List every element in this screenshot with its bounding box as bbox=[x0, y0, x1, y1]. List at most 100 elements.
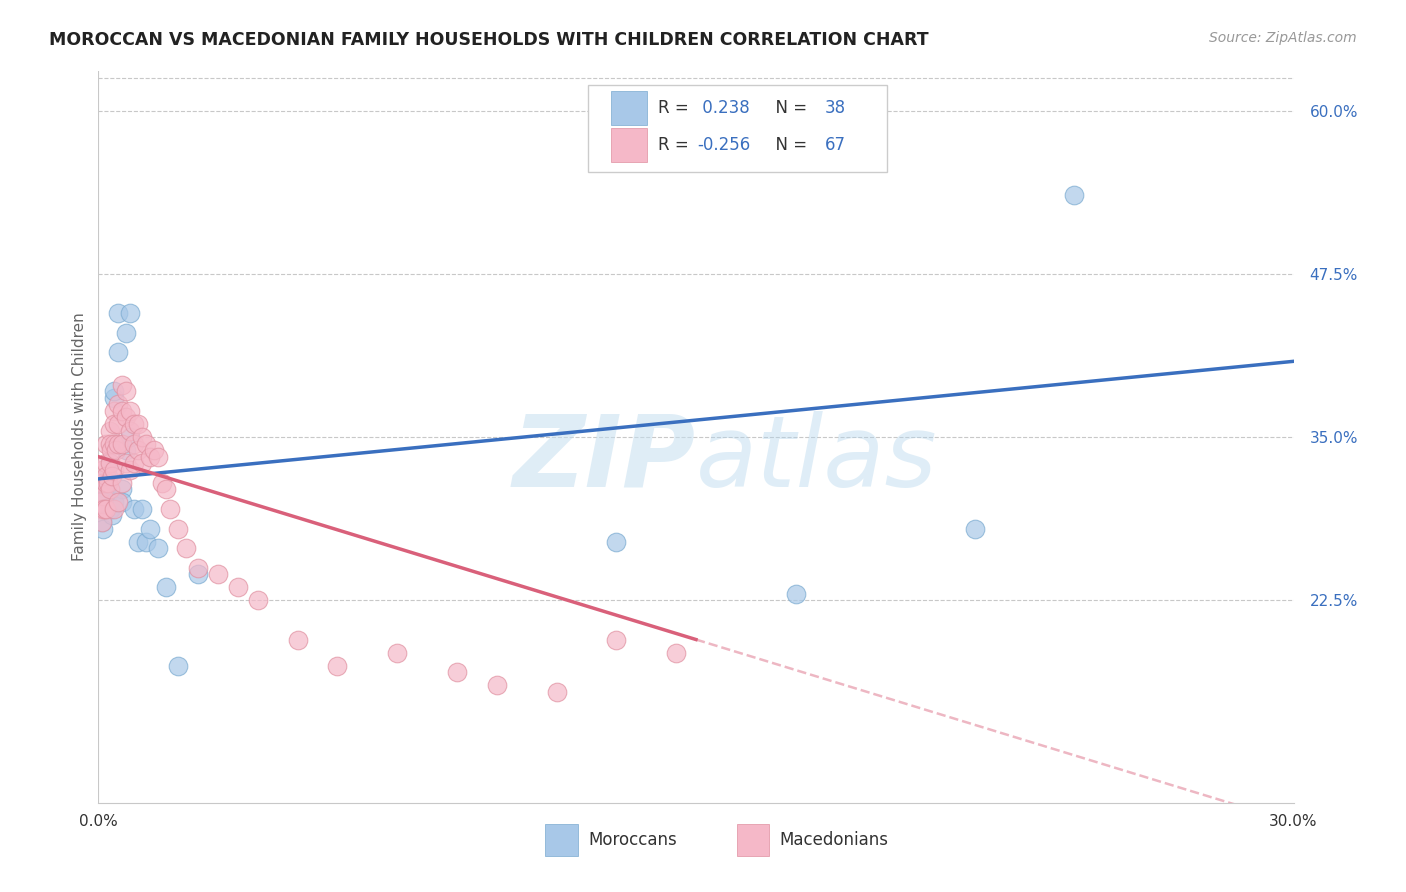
Point bbox=[105, 443, 128, 458]
Point bbox=[103, 404, 125, 418]
Point bbox=[148, 450, 170, 464]
Text: MOROCCAN VS MACEDONIAN FAMILY HOUSEHOLDS WITH CHILDREN CORRELATION CHART: MOROCCAN VS MACEDONIAN FAMILY HOUSEHOLDS… bbox=[49, 31, 929, 49]
Point bbox=[107, 495, 129, 509]
Point bbox=[98, 502, 122, 516]
Point bbox=[446, 665, 468, 680]
Point bbox=[101, 469, 124, 483]
Point bbox=[100, 502, 122, 516]
Point bbox=[226, 580, 249, 594]
Point bbox=[103, 417, 125, 431]
Point bbox=[120, 430, 142, 444]
Point bbox=[98, 456, 122, 470]
Point bbox=[96, 436, 118, 450]
Point bbox=[139, 450, 162, 464]
FancyBboxPatch shape bbox=[612, 91, 647, 125]
Point bbox=[91, 489, 114, 503]
Point bbox=[120, 306, 142, 320]
Point bbox=[139, 521, 162, 535]
Point bbox=[96, 469, 118, 483]
Point bbox=[135, 534, 157, 549]
Point bbox=[115, 326, 138, 340]
Point bbox=[115, 443, 138, 458]
Text: R =: R = bbox=[658, 136, 693, 154]
Point bbox=[115, 384, 138, 399]
Point bbox=[103, 463, 125, 477]
Point bbox=[111, 495, 134, 509]
Point bbox=[155, 483, 177, 497]
Point bbox=[207, 567, 229, 582]
Point bbox=[103, 391, 125, 405]
Text: Source: ZipAtlas.com: Source: ZipAtlas.com bbox=[1209, 31, 1357, 45]
Point bbox=[91, 515, 114, 529]
Text: N =: N = bbox=[765, 136, 813, 154]
Point bbox=[115, 410, 138, 425]
Point bbox=[120, 404, 142, 418]
Point bbox=[90, 515, 112, 529]
Point bbox=[94, 475, 117, 490]
Point bbox=[91, 502, 114, 516]
Point bbox=[91, 475, 114, 490]
Point bbox=[107, 397, 129, 411]
Point bbox=[111, 483, 134, 497]
Text: N =: N = bbox=[765, 99, 813, 117]
Text: Macedonians: Macedonians bbox=[780, 831, 889, 849]
Point bbox=[159, 502, 181, 516]
Point bbox=[115, 456, 138, 470]
Point bbox=[963, 521, 986, 535]
Point bbox=[167, 658, 190, 673]
Point bbox=[107, 436, 129, 450]
Point bbox=[148, 541, 170, 555]
Point bbox=[103, 495, 125, 509]
FancyBboxPatch shape bbox=[737, 824, 769, 856]
Point bbox=[665, 646, 688, 660]
Text: R =: R = bbox=[658, 99, 693, 117]
Point bbox=[167, 521, 190, 535]
Point bbox=[103, 502, 125, 516]
Point bbox=[187, 567, 209, 582]
Point bbox=[131, 502, 153, 516]
Point bbox=[326, 658, 349, 673]
Point bbox=[97, 475, 120, 490]
Text: ZIP: ZIP bbox=[513, 410, 696, 508]
Point bbox=[246, 593, 269, 607]
Text: Moroccans: Moroccans bbox=[589, 831, 678, 849]
Point bbox=[96, 456, 118, 470]
Point bbox=[785, 587, 807, 601]
Point bbox=[98, 483, 122, 497]
Point bbox=[91, 521, 114, 535]
Point bbox=[98, 424, 122, 438]
Point bbox=[127, 417, 149, 431]
Point bbox=[120, 424, 142, 438]
Point bbox=[131, 456, 153, 470]
Point bbox=[111, 475, 134, 490]
Point bbox=[174, 541, 197, 555]
Point bbox=[103, 436, 125, 450]
Point bbox=[605, 534, 627, 549]
Point bbox=[120, 463, 142, 477]
Point bbox=[107, 345, 129, 359]
Point bbox=[107, 306, 129, 320]
Point bbox=[105, 436, 128, 450]
Point bbox=[135, 436, 157, 450]
Point bbox=[96, 502, 118, 516]
Point bbox=[187, 560, 209, 574]
Point bbox=[485, 678, 508, 692]
Y-axis label: Family Households with Children: Family Households with Children bbox=[72, 313, 87, 561]
Point bbox=[100, 443, 122, 458]
Point bbox=[90, 502, 112, 516]
Text: 0.238: 0.238 bbox=[697, 99, 749, 117]
Point bbox=[93, 495, 115, 509]
Point bbox=[127, 534, 149, 549]
Point bbox=[124, 502, 146, 516]
Point bbox=[94, 502, 117, 516]
Point bbox=[124, 456, 146, 470]
Point bbox=[385, 646, 409, 660]
Text: 67: 67 bbox=[825, 136, 846, 154]
FancyBboxPatch shape bbox=[589, 86, 887, 171]
Text: atlas: atlas bbox=[696, 410, 938, 508]
Point bbox=[287, 632, 309, 647]
Point bbox=[111, 377, 134, 392]
Point bbox=[124, 436, 146, 450]
Point bbox=[96, 489, 118, 503]
Point bbox=[127, 443, 149, 458]
